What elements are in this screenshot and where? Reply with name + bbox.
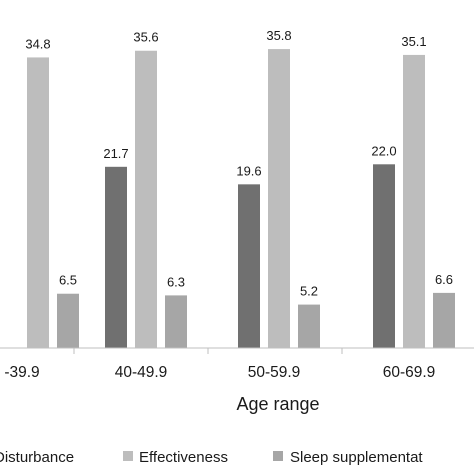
bar-sleep-supplementat-3 <box>298 304 320 348</box>
x-axis-ticks <box>73 348 343 354</box>
data-label: 22.0 <box>371 143 396 158</box>
data-label: 35.8 <box>266 28 291 43</box>
legend-swatch <box>123 451 133 461</box>
bar-disturbance-3 <box>238 184 260 348</box>
data-label: 35.1 <box>401 34 426 49</box>
x-axis-tick-labels: -39.9 40-49.9 50-59.9 60-69.9 <box>4 364 435 381</box>
bar-effectiveness-3 <box>268 49 290 348</box>
bar-disturbance-2 <box>105 166 127 348</box>
data-label: 35.6 <box>133 30 158 45</box>
bar-effectiveness-1 <box>27 57 49 349</box>
x-tick-label: 60-69.9 <box>383 364 436 381</box>
data-labels-layer: 34.8 6.5 21.7 35.6 6.3 19.6 35.8 5.2 22.0 35.1 6.6 <box>25 28 453 299</box>
legend-swatch <box>273 451 283 461</box>
bar-sleep-supplementat-4 <box>433 292 455 348</box>
bar-effectiveness-4 <box>403 54 425 348</box>
x-axis-title: Age range <box>236 394 319 414</box>
data-label: 5.2 <box>300 284 318 299</box>
x-tick-label: 50-59.9 <box>248 364 301 381</box>
bar-sleep-supplementat-1 <box>57 293 79 348</box>
x-tick-label: 40-49.9 <box>115 364 168 381</box>
bar-sleep-supplementat-2 <box>165 295 187 348</box>
bar-disturbance-4 <box>373 164 395 348</box>
bars-layer <box>27 49 455 349</box>
data-label: 34.8 <box>25 36 50 51</box>
legend-label: Effectiveness <box>139 449 228 466</box>
data-label: 6.6 <box>435 272 453 287</box>
data-label: 6.3 <box>167 274 185 289</box>
legend-label: Sleep supplementat <box>290 449 423 466</box>
x-tick-label: -39.9 <box>4 364 39 381</box>
data-label: 19.6 <box>236 163 261 178</box>
data-label: 6.5 <box>59 273 77 288</box>
legend-label: Disturbance <box>0 449 74 466</box>
bar-effectiveness-2 <box>135 50 157 349</box>
legend: Disturbance Effectiveness Sleep supplement… <box>0 449 423 466</box>
data-label: 21.7 <box>103 146 128 161</box>
